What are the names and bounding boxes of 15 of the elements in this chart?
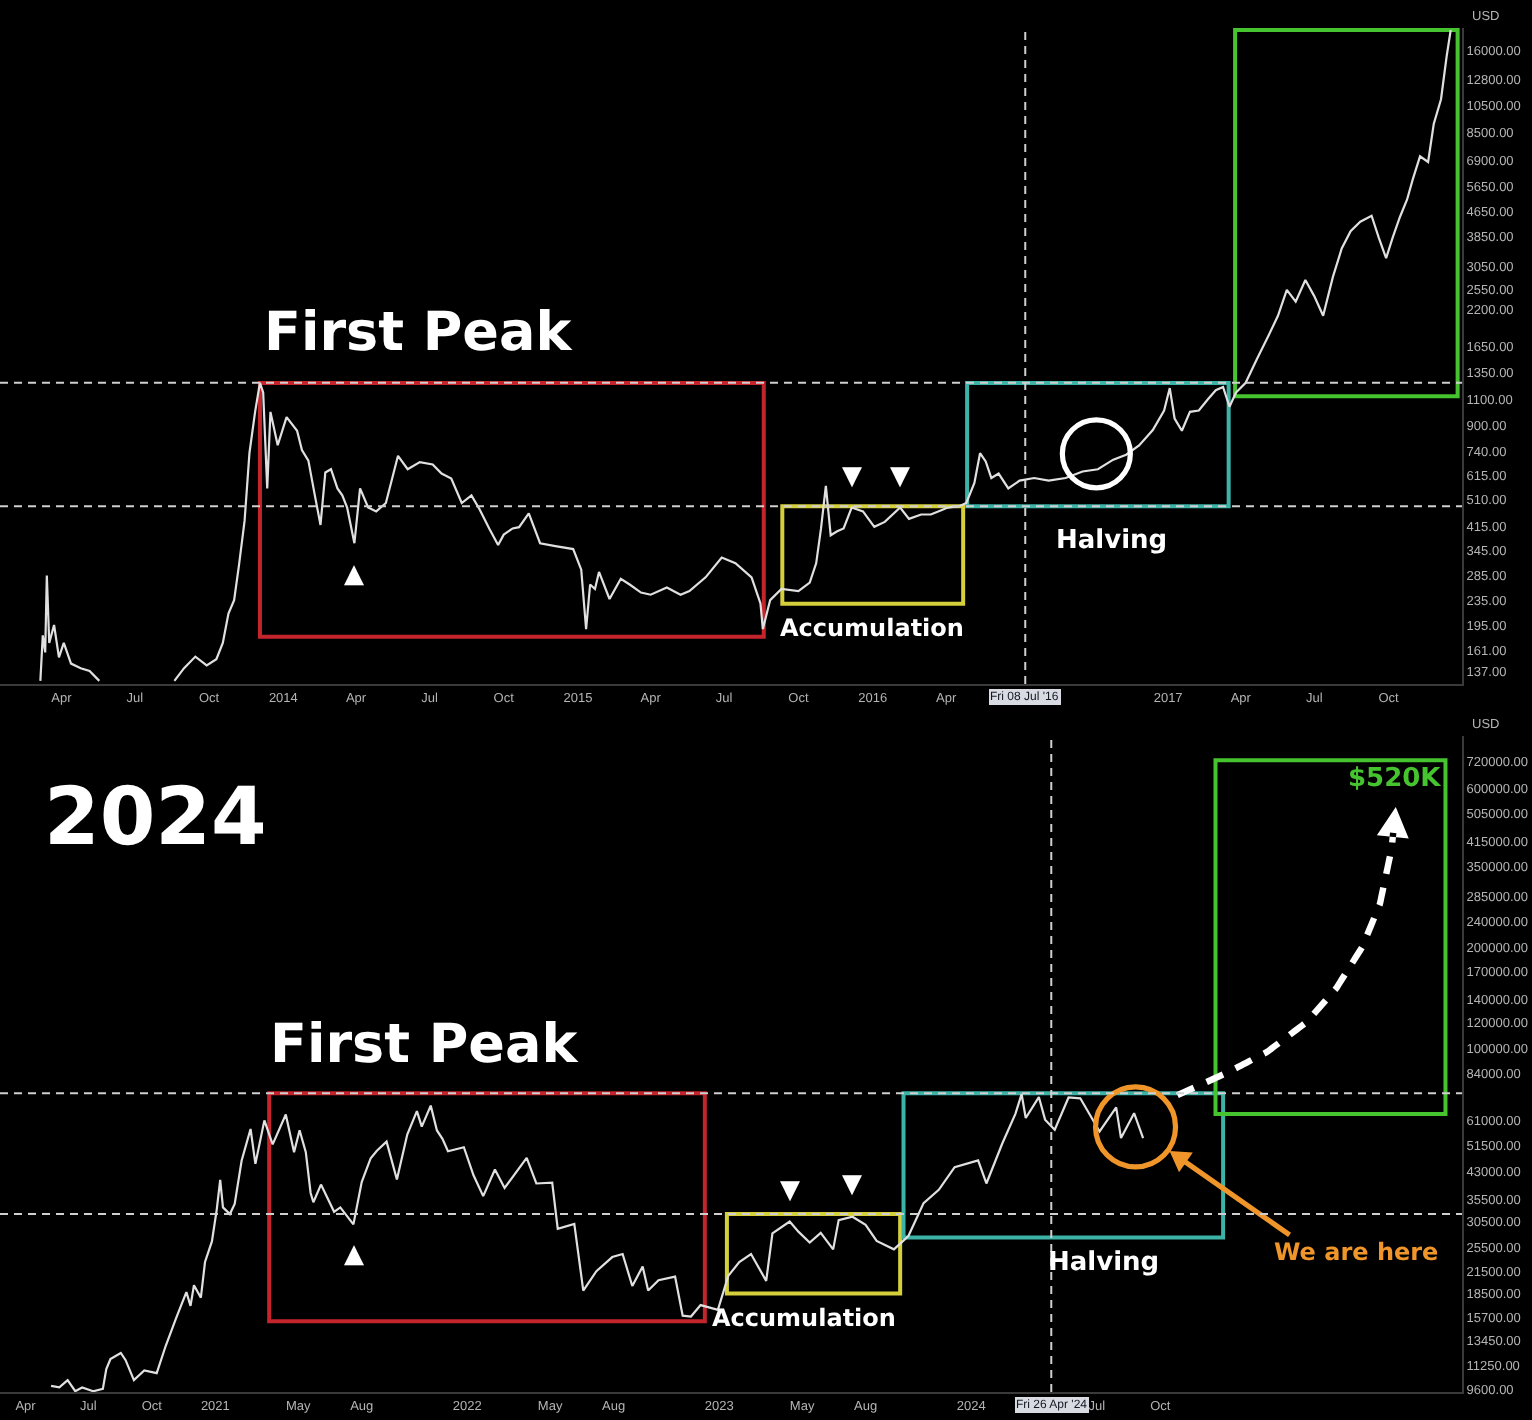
annotation: $520K bbox=[1348, 764, 1443, 794]
annotation: Accumulation bbox=[712, 1304, 896, 1332]
annotation: Halving bbox=[1056, 526, 1168, 556]
annotation: Halving bbox=[1048, 1248, 1160, 1278]
annotation: ▲ bbox=[344, 560, 364, 590]
annotation: ▼ bbox=[842, 1170, 862, 1200]
annotation: We are here bbox=[1274, 1238, 1439, 1266]
annotation: ▲ bbox=[344, 1240, 364, 1270]
ref-line-label: First Peak bbox=[270, 1014, 580, 1076]
annotation: ▼ bbox=[890, 462, 910, 492]
annotation: ▼ bbox=[842, 462, 862, 492]
ref-line-label: First Peak bbox=[264, 302, 574, 364]
text: 2024 bbox=[44, 772, 267, 864]
annotation: ▼ bbox=[780, 1176, 800, 1206]
annotation: Accumulation bbox=[780, 614, 964, 642]
